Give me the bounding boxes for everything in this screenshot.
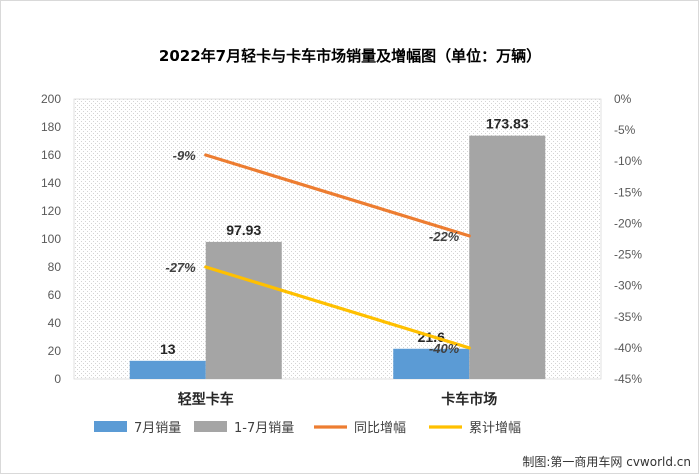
line-point-label: -27%	[165, 260, 196, 275]
category-axis: 轻型卡车 卡车市场	[178, 391, 498, 408]
bar	[393, 348, 470, 379]
right-axis-tick-label: -40%	[614, 341, 642, 355]
bar	[469, 135, 546, 379]
legend-swatch	[94, 421, 127, 432]
source-credit: 制图:第一商用车网 cvworld.cn	[522, 454, 691, 469]
right-axis-tick-label: -20%	[614, 216, 642, 230]
right-axis-tick-label: -30%	[614, 279, 642, 293]
bar-value-label: 173.83	[486, 116, 529, 132]
right-axis-tick-label: -10%	[614, 154, 642, 168]
legend-label: 1-7月销量	[234, 421, 294, 436]
right-axis-tick-label: -15%	[614, 185, 642, 199]
right-axis-tick-label: -35%	[614, 310, 642, 324]
series-line	[204, 153, 471, 238]
left-axis-tick-label: 120	[41, 204, 61, 218]
left-axis-tick-label: 80	[48, 260, 62, 274]
legend-label: 累计增幅	[469, 421, 521, 436]
left-axis: 0 20 40 60 80 100 120 140 160 180 200	[41, 92, 61, 386]
left-axis-tick-label: 60	[48, 288, 62, 302]
left-axis-tick-label: 20	[48, 344, 62, 358]
legend-swatch	[194, 421, 227, 432]
line-point-label: -9%	[173, 148, 197, 163]
series-line	[204, 265, 471, 350]
category-label: 卡车市场	[441, 391, 497, 408]
bar-value-label: 97.93	[226, 222, 261, 238]
legend: 7月销量 1-7月销量 同比增幅 累计增幅	[94, 421, 521, 436]
bar	[205, 241, 282, 379]
right-axis-tick-label: -5%	[614, 123, 636, 137]
line-point-label: -22%	[429, 229, 460, 244]
right-axis-tick-label: -45%	[614, 372, 642, 386]
category-label: 轻型卡车	[178, 391, 234, 408]
bar	[129, 360, 206, 379]
legend-label: 同比增幅	[354, 421, 406, 436]
right-axis-tick-label: -25%	[614, 248, 642, 262]
chart-title: 2022年7月轻卡与卡车市场销量及增幅图（单位：万辆）	[159, 47, 541, 65]
left-axis-tick-label: 160	[41, 148, 61, 162]
left-axis-tick-label: 40	[48, 316, 62, 330]
left-axis-tick-label: 200	[41, 92, 61, 106]
line-layer: -9% -22% -27% -40%	[165, 148, 471, 356]
left-axis-tick-label: 180	[41, 120, 61, 134]
right-axis-tick-label: 0%	[614, 92, 632, 106]
line-point-label: -40%	[429, 341, 460, 356]
right-axis: -45% -40% -35% -30% -25% -20% -15% -10% -5% 0%	[614, 92, 642, 386]
bar-value-label: 13	[160, 341, 176, 357]
left-axis-tick-label: 0	[54, 372, 61, 386]
left-axis-tick-label: 140	[41, 176, 61, 190]
left-axis-tick-label: 100	[41, 232, 61, 246]
legend-label: 7月销量	[134, 421, 181, 436]
